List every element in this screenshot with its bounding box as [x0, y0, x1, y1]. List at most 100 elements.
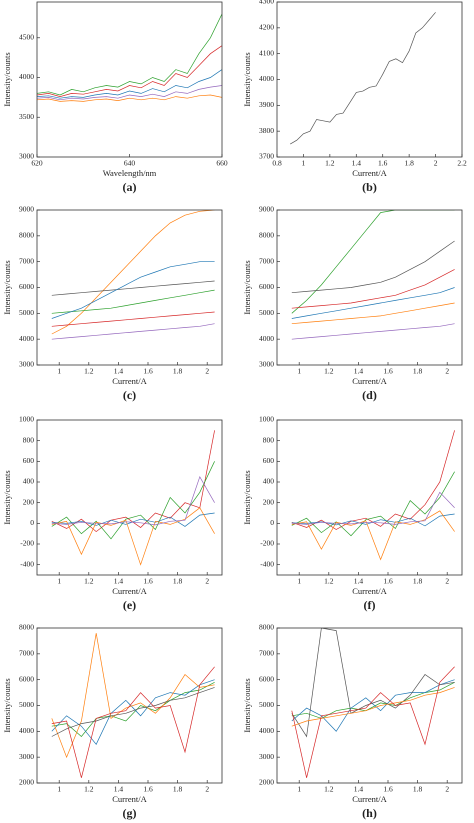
data-line — [51, 687, 215, 737]
y-axis-label: Intensity/counts — [2, 52, 12, 106]
y-tick-label: 1000 — [19, 415, 34, 424]
y-axis-label: Intensity/counts — [242, 260, 252, 314]
plot-area — [51, 430, 215, 566]
x-axis-label: Current/A — [352, 794, 387, 804]
data-line — [291, 430, 455, 530]
plot-area — [51, 210, 215, 340]
x-axis-label: Current/A — [352, 376, 387, 386]
data-line — [291, 628, 455, 738]
y-tick-label: 600 — [263, 456, 275, 465]
y-tick-label: 400 — [263, 477, 275, 486]
y-tick-label: 800 — [23, 435, 35, 444]
x-tick-label: 1.6 — [143, 577, 153, 586]
data-line — [291, 666, 455, 778]
x-tick-label: 1.4 — [354, 577, 364, 586]
axes-frame — [36, 1, 223, 158]
panel-caption: (e) — [123, 598, 136, 612]
y-tick-label: 8000 — [259, 623, 274, 632]
x-tick-label: 660 — [216, 159, 228, 168]
y-tick-label: 4000 — [19, 334, 34, 343]
x-tick-label: 1.2 — [84, 577, 94, 586]
data-line — [291, 240, 455, 294]
x-tick-label: 1.8 — [173, 785, 183, 794]
y-tick-label: 4100 — [259, 48, 274, 57]
y-tick-label: 3500 — [19, 112, 34, 121]
data-line — [51, 430, 215, 533]
x-tick-label: 2 — [445, 367, 449, 376]
y-tick-label: 3000 — [19, 360, 34, 369]
y-tick-label: 9000 — [19, 205, 34, 214]
data-line — [51, 475, 215, 526]
y-tick-label: 4000 — [259, 726, 274, 735]
data-line — [51, 289, 215, 314]
data-line — [37, 69, 222, 99]
axes-frame — [36, 209, 223, 366]
y-tick-label: 7000 — [259, 649, 274, 658]
x-axis-label: Current/A — [352, 168, 387, 178]
data-line — [291, 210, 455, 314]
y-tick-label: 3900 — [259, 100, 274, 109]
y-tick-label: 6000 — [259, 674, 274, 683]
y-tick-label: 5000 — [19, 308, 34, 317]
y-tick-label: 8000 — [19, 623, 34, 632]
x-tick-label: 1.2 — [84, 785, 94, 794]
panel-caption: (c) — [123, 388, 136, 402]
y-tick-label: 1000 — [259, 415, 274, 424]
x-tick-label: 1.6 — [378, 159, 388, 168]
y-tick-label: 4000 — [259, 334, 274, 343]
y-tick-label: 4000 — [259, 74, 274, 83]
data-line — [51, 323, 215, 340]
x-tick-label: 0.8 — [272, 159, 282, 168]
x-tick-label: 1.2 — [325, 159, 335, 168]
y-tick-label: 400 — [23, 477, 35, 486]
panel-caption: (d) — [362, 388, 377, 402]
x-tick-label: 1.6 — [383, 367, 393, 376]
y-tick-label: 4200 — [259, 23, 274, 32]
data-line — [291, 687, 455, 727]
y-tick-label: 4000 — [19, 726, 34, 735]
axes-frame — [36, 419, 223, 576]
panel-caption: (f) — [364, 598, 376, 612]
data-line — [51, 633, 215, 759]
data-line — [291, 269, 455, 309]
data-line — [291, 471, 455, 537]
y-tick-label: 5000 — [259, 700, 274, 709]
data-line — [37, 45, 222, 97]
x-tick-label: 1.2 — [324, 577, 334, 586]
x-tick-label: 2 — [445, 785, 449, 794]
data-line — [291, 513, 455, 527]
data-line — [51, 679, 215, 745]
y-axis-label: Intensity/counts — [2, 470, 12, 524]
data-line — [51, 461, 215, 540]
x-tick-label: 1.8 — [413, 785, 423, 794]
x-tick-label: 1.6 — [143, 367, 153, 376]
y-tick-label: 3000 — [259, 752, 274, 761]
x-axis-label: Current/A — [352, 586, 387, 596]
x-tick-label: 1.4 — [352, 159, 362, 168]
x-tick-label: 1.4 — [114, 367, 124, 376]
y-tick-label: 3000 — [19, 152, 34, 161]
x-tick-label: 1 — [297, 785, 301, 794]
y-tick-label: 7000 — [19, 256, 34, 265]
x-tick-label: 1.8 — [173, 577, 183, 586]
x-tick-label: 1.4 — [354, 367, 364, 376]
y-tick-label: 6000 — [19, 674, 34, 683]
y-tick-label: 2000 — [19, 778, 34, 787]
y-tick-label: 4500 — [19, 32, 34, 41]
y-tick-label: 8000 — [19, 231, 34, 240]
y-tick-label: 3800 — [259, 126, 274, 135]
y-axis-label: Intensity/counts — [242, 470, 252, 524]
x-tick-label: 1.4 — [114, 785, 124, 794]
data-line — [51, 261, 215, 319]
y-tick-label: 3000 — [19, 752, 34, 761]
y-tick-label: 4300 — [259, 0, 274, 6]
data-line — [291, 679, 455, 732]
y-tick-label: 5000 — [259, 308, 274, 317]
x-tick-label: 1 — [57, 785, 61, 794]
plot-area — [51, 633, 215, 778]
x-tick-label: 1.2 — [324, 367, 334, 376]
y-axis-label: Intensity/counts — [242, 52, 252, 106]
panel-caption: (g) — [123, 806, 137, 820]
